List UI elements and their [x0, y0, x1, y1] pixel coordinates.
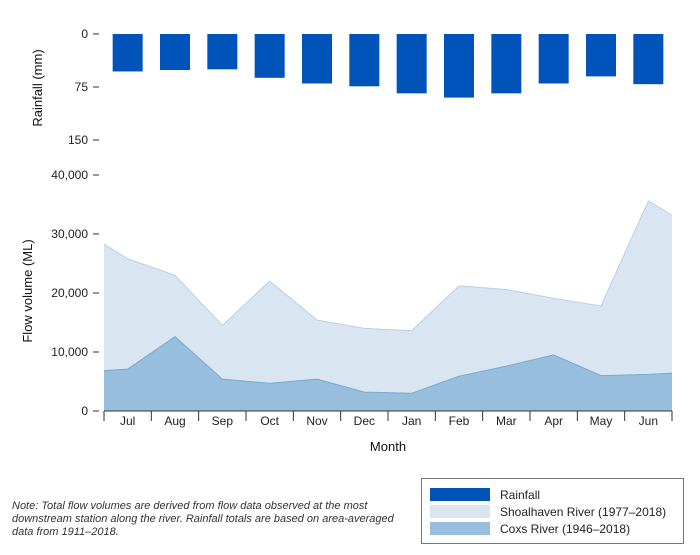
flow-tick-label: 40,000 — [51, 168, 88, 182]
flow-tick-label: 0 — [81, 404, 88, 418]
rainfall-bar — [444, 34, 474, 98]
legend-item-coxs: Coxs River (1946–2018) — [430, 520, 683, 537]
rainfall-bar — [491, 34, 522, 94]
rainfall-bar — [160, 34, 190, 71]
rainfall-bar — [586, 34, 616, 77]
legend-label: Rainfall — [500, 487, 541, 502]
legend-item-shoalhaven: Shoalhaven River (1977–2018) — [430, 503, 683, 520]
x-tick-label: Mar — [496, 414, 517, 428]
flow-axis-title: Flow volume (ML) — [20, 239, 35, 342]
rainfall-bar — [112, 34, 143, 72]
legend-swatch-shoalhaven — [430, 505, 490, 518]
legend-label: Coxs River (1946–2018) — [500, 521, 631, 536]
shoalhaven-line — [103, 200, 673, 332]
x-axis-title: Month — [370, 439, 406, 454]
x-tick-label: Feb — [449, 414, 470, 428]
rainfall-bar — [349, 34, 380, 87]
rainfall-y-ticks: 0 75 150 — [68, 27, 99, 147]
x-tick-label: Oct — [260, 414, 279, 428]
legend-item-rainfall: Rainfall — [430, 486, 683, 503]
flow-y-ticks: 0 10,000 20,000 30,000 40,000 — [51, 168, 99, 418]
rainfall-tick-label: 0 — [81, 27, 88, 41]
x-tick-label: Jan — [402, 414, 421, 428]
legend: Rainfall Shoalhaven River (1977–2018) Co… — [421, 478, 684, 544]
flow-areas — [103, 200, 673, 411]
x-tick-label: Dec — [354, 414, 375, 428]
coxs-area — [104, 336, 672, 411]
flow-tick-label: 10,000 — [51, 345, 88, 359]
rainfall-tick-label: 150 — [68, 133, 88, 147]
rainfall-bar — [396, 34, 427, 94]
rainfall-axis-title: Rainfall (mm) — [30, 49, 45, 126]
rainfall-bar — [207, 34, 238, 70]
rainfall-bar — [302, 34, 332, 84]
flow-tick-label: 20,000 — [51, 286, 88, 300]
legend-swatch-coxs — [430, 522, 490, 535]
x-tick-label: Nov — [306, 414, 327, 428]
x-tick-label: Aug — [164, 414, 185, 428]
rainfall-bars — [112, 34, 664, 98]
rainfall-tick-label: 75 — [75, 80, 89, 94]
x-axis: Jul Aug Sep Oct Nov Dec Jan Feb Mar Apr May Jun — [103, 410, 673, 428]
coxs-line — [103, 336, 673, 394]
rainfall-bar — [254, 34, 285, 78]
rainfall-bar — [538, 34, 569, 84]
legend-label: Shoalhaven River (1977–2018) — [500, 504, 667, 519]
x-tick-label: May — [590, 414, 613, 428]
shoalhaven-area — [104, 200, 672, 411]
x-tick-label: Sep — [212, 414, 234, 428]
x-tick-label: Jun — [639, 414, 658, 428]
chart-note: Note: Total flow volumes are derived fro… — [12, 500, 394, 538]
x-tick-label: Apr — [544, 414, 563, 428]
flow-tick-label: 30,000 — [51, 227, 88, 241]
legend-swatch-rainfall — [430, 488, 490, 501]
rainfall-bar — [633, 34, 664, 85]
x-tick-label: Jul — [120, 414, 135, 428]
